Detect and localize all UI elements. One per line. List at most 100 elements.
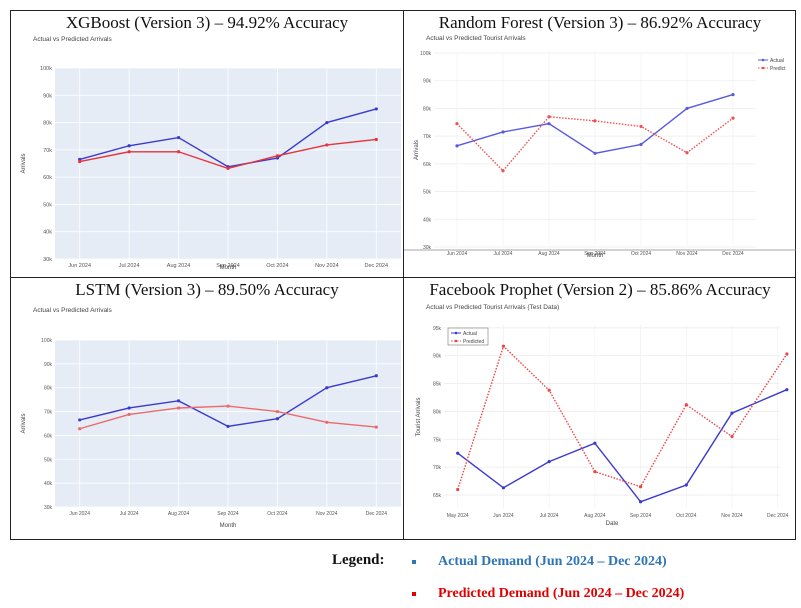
legend-entry-label: Predict (770, 66, 786, 72)
data-point-predicted (176, 406, 181, 410)
data-point-predicted (785, 352, 789, 356)
chart-subtitle: Actual vs Predicted Arrivals (33, 36, 113, 43)
lstm-chart: Actual vs Predicted Arrivals 30k 40k 50k 60k… (21, 307, 401, 529)
legend-actual: Actual Demand (Jun 2024 – Dec 2024) (412, 554, 667, 570)
data-point-actual (593, 441, 597, 445)
data-point-actual (374, 107, 378, 111)
x-tick-label: Oct 2024 (676, 513, 697, 519)
data-point-actual (325, 120, 329, 125)
y-tick-label: 90k (43, 93, 52, 99)
grid-divider-vertical (403, 11, 404, 539)
data-point-predicted (325, 420, 329, 424)
x-axis-label: Date (606, 521, 619, 527)
data-point-predicted (455, 122, 459, 126)
chart-subtitle: Actual vs Predicted Tourist Arrivals (Te… (426, 304, 559, 311)
y-tick-label: 80k (43, 121, 52, 127)
legend-marker (454, 339, 458, 343)
legend-predicted-swatch (412, 591, 416, 596)
legend-marker (761, 58, 765, 62)
data-point-predicted (78, 159, 82, 164)
x-axis-label: Month (587, 253, 604, 259)
y-tick-label: 60k (43, 175, 52, 181)
x-tick-label: Oct 2024 (267, 511, 288, 517)
lstm-panel: LSTM (Version 3) – 89.50% Accuracy Actua… (11, 278, 403, 540)
data-point-predicted (639, 124, 643, 129)
data-point-actual (684, 483, 688, 487)
data-point-actual (176, 399, 181, 403)
data-point-predicted (78, 427, 82, 431)
series-line-actual (457, 389, 788, 503)
x-tick-label: Jun 2024 (493, 513, 514, 519)
x-tick-label: Jun 2024 (68, 263, 91, 269)
data-point-actual (176, 135, 181, 140)
x-tick-label: Sep 2024 (630, 513, 652, 519)
x-tick-label: Aug 2024 (538, 251, 560, 257)
y-tick-label: 70k (43, 148, 52, 154)
y-tick-label: 90k (44, 362, 53, 368)
x-tick-label: Aug 2024 (168, 511, 190, 517)
x-tick-label: Dec 2024 (365, 263, 389, 269)
data-point-predicted (501, 344, 506, 348)
data-point-actual (127, 144, 131, 148)
y-tick-label: 50k (423, 190, 432, 196)
data-point-actual (731, 92, 735, 97)
data-point-actual (456, 451, 460, 455)
y-tick-label: 30k (423, 245, 432, 251)
xgboost-title: XGBoost (Version 3) – 94.92% Accuracy (65, 13, 349, 32)
legend-marker (761, 66, 765, 70)
y-tick-label: 65k (433, 493, 442, 499)
y-tick-label: 75k (433, 437, 442, 443)
y-tick-label: 40k (423, 217, 432, 223)
x-tick-label: Jul 2024 (119, 263, 140, 269)
data-point-actual (455, 144, 459, 148)
data-point-predicted (275, 154, 280, 158)
y-axis-label: Arrivals (21, 413, 27, 433)
data-point-actual (275, 417, 280, 421)
data-point-actual (127, 406, 131, 410)
xgboost-panel: XGBoost (Version 3) – 94.92% Accuracy Ac… (11, 11, 403, 277)
data-point-predicted (176, 150, 181, 154)
y-tick-label: 50k (44, 457, 53, 463)
data-point-predicted (731, 116, 735, 120)
prophet-chart: Actual vs Predicted Tourist Arrivals (Te… (416, 304, 789, 527)
legend-entry-label: Actual (770, 58, 784, 64)
data-point-predicted (684, 403, 688, 407)
y-tick-label: 100k (41, 338, 52, 344)
x-tick-label: Dec 2024 (366, 511, 388, 517)
y-tick-label: 100k (40, 66, 52, 72)
y-tick-label: 90k (433, 354, 442, 360)
data-point-predicted (685, 151, 689, 155)
x-tick-label: Sep 2024 (584, 251, 606, 257)
x-tick-label: Aug 2024 (167, 263, 191, 269)
xgboost-chart: Actual vs Predicted Arrivals 30k 40k 50k 60k… (21, 36, 401, 271)
random-forest-chart: Actual vs Predicted Tourist Arrivals 30k 4… (404, 35, 796, 259)
data-point-actual (639, 142, 643, 147)
y-tick-label: 100k (420, 51, 431, 57)
prophet-panel: Facebook Prophet (Version 2) – 85.86% Ac… (404, 278, 796, 540)
x-tick-label: May 2024 (447, 513, 469, 519)
data-point-predicted (325, 143, 329, 147)
series-line-predicted (457, 344, 788, 490)
random-forest-panel: Random Forest (Version 3) – 86.92% Accur… (404, 11, 796, 277)
x-tick-label: Dec 2024 (722, 251, 744, 257)
random-forest-title: Random Forest (Version 3) – 86.92% Accur… (438, 13, 762, 32)
x-axis-label: Month (220, 523, 237, 529)
data-point-predicted (226, 166, 230, 171)
x-tick-label: Jun 2024 (447, 251, 468, 257)
y-axis-label: Arrivals (414, 140, 420, 160)
data-point-predicted (638, 485, 643, 489)
data-point-predicted (730, 434, 734, 439)
x-axis-label: Month (220, 265, 237, 271)
y-tick-label: 50k (43, 202, 52, 208)
data-point-actual (501, 130, 505, 134)
data-point-actual (785, 388, 789, 392)
data-point-predicted (374, 137, 378, 142)
y-axis-label: Tourist Arrivals (416, 397, 422, 436)
data-point-predicted (374, 425, 378, 429)
legend-marker (454, 331, 458, 335)
legend-actual-swatch (412, 559, 416, 564)
y-tick-label: 60k (44, 433, 53, 439)
x-tick-label: Nov 2024 (676, 251, 698, 257)
y-tick-label: 70k (433, 465, 442, 471)
x-tick-label: Jul 2024 (540, 513, 559, 519)
